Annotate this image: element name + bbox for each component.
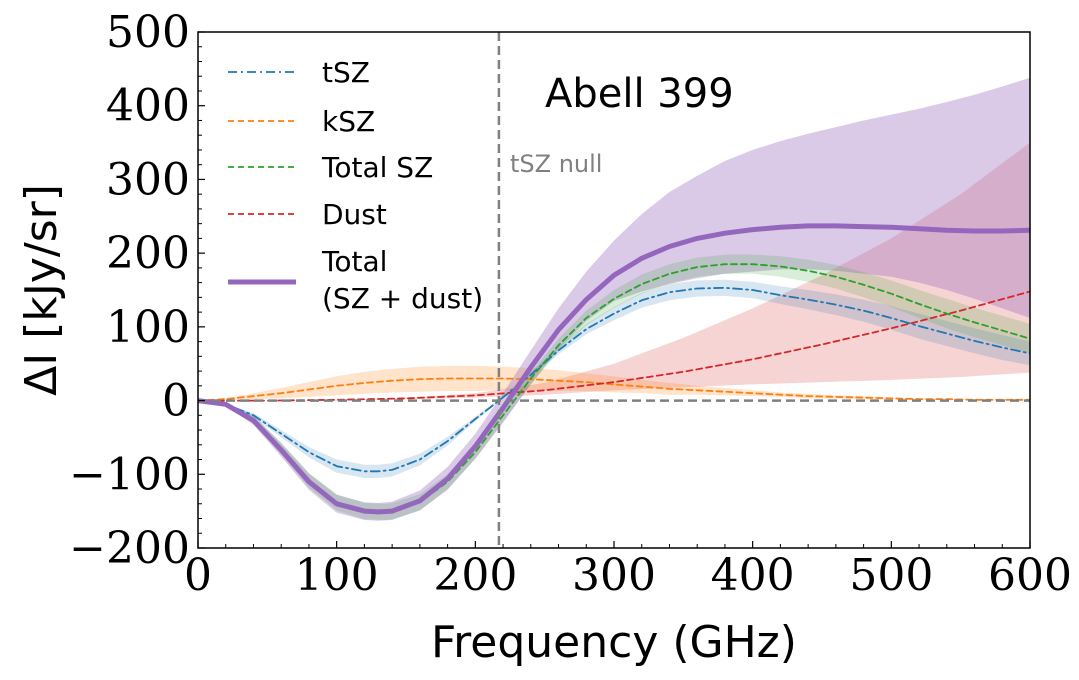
- band-ksz: [198, 365, 1030, 401]
- x-tick-label: 300: [572, 550, 656, 601]
- reference-lines: [198, 32, 1030, 548]
- series-line-tsz: [198, 286, 1030, 473]
- legend-label-ksz: kSZ: [322, 105, 375, 138]
- series-line-total-sz-dust: [198, 223, 1030, 515]
- y-tick-label: 400: [106, 81, 190, 132]
- series-lines: [198, 223, 1030, 515]
- y-tick-label: 100: [106, 302, 190, 353]
- y-axis-label: ΔI [kJy/sr]: [16, 184, 67, 396]
- x-axis-label: Frequency (GHz): [431, 617, 797, 668]
- legend-label-total-sz-dust: Total: [321, 245, 387, 278]
- legend-label-total-sz: Total SZ: [321, 151, 433, 184]
- series-line-dust: [198, 290, 1030, 402]
- x-tick-label: 500: [849, 550, 933, 601]
- legend-label-dust: Dust: [322, 198, 387, 231]
- x-tick-label: 0: [184, 550, 212, 601]
- legend: tSZ kSZ Total SZ Dust Total (SZ + dust): [228, 56, 483, 315]
- x-tick-label: 100: [295, 550, 379, 601]
- chart-title: Abell 399: [545, 71, 734, 117]
- y-tick-label: 0: [162, 376, 190, 427]
- y-tick-label: −100: [69, 449, 190, 500]
- axis-ticks: 0 100 200 300 400 500 600 −200 −100 0 100 200 300 400…: [69, 7, 1072, 601]
- legend-label-total-sz-dust: (SZ + dust): [322, 282, 483, 315]
- band-tsz: [198, 279, 1030, 478]
- x-tick-label: 200: [433, 550, 517, 601]
- tsz-null-label: tSZ null: [510, 150, 602, 178]
- band-total-sz: [198, 254, 1030, 520]
- series-line-ksz: [198, 377, 1030, 402]
- y-tick-label: −200: [69, 523, 190, 574]
- legend-label-tsz: tSZ: [322, 56, 370, 89]
- x-tick-label: 400: [711, 550, 795, 601]
- x-tick-label: 600: [988, 550, 1072, 601]
- y-tick-label: 200: [106, 228, 190, 279]
- y-tick-label: 500: [106, 7, 190, 58]
- band-dust: [198, 142, 1030, 401]
- y-tick-label: 300: [106, 154, 190, 205]
